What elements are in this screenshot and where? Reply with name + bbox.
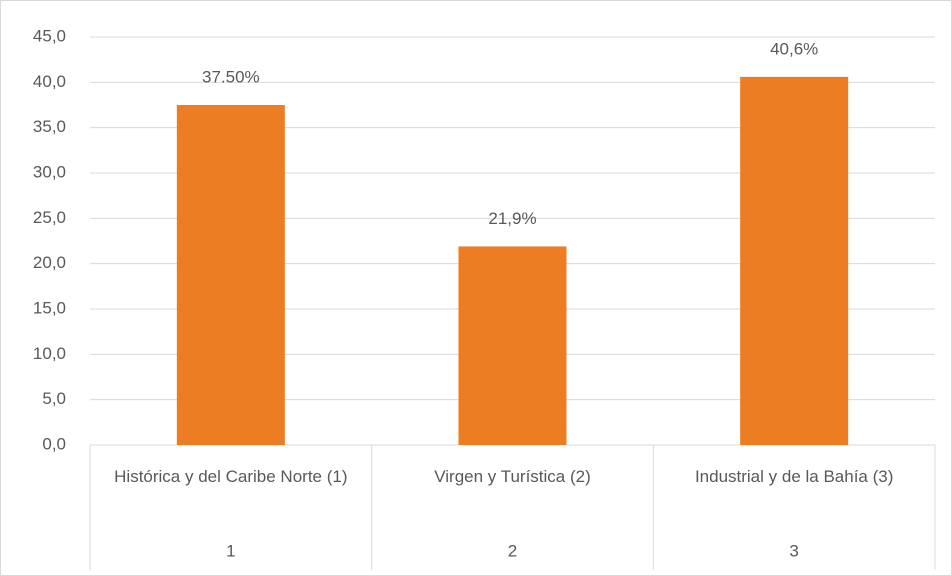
y-tick-label: 30,0 [33, 162, 66, 181]
y-tick-label: 15,0 [33, 298, 66, 317]
y-tick-label: 0,0 [42, 434, 66, 453]
y-tick-label: 25,0 [33, 208, 66, 227]
bar [176, 105, 285, 445]
bar [740, 76, 849, 445]
data-label: 21,9% [488, 209, 536, 228]
x-tick-label: Industrial y de la Bahía (3) [695, 467, 893, 486]
y-tick-label: 5,0 [42, 389, 66, 408]
bar [458, 246, 567, 445]
y-tick-label: 35,0 [33, 117, 66, 136]
label-line: Virgen y Turística (2) [434, 467, 591, 486]
y-tick-label: 45,0 [33, 26, 66, 45]
label-line: Industrial y de la Bahía (3) [695, 467, 893, 486]
y-tick-label: 40,0 [33, 72, 66, 91]
label-line: Histórica y del Caribe Norte (1) [114, 467, 347, 486]
y-tick-label: 10,0 [33, 344, 66, 363]
data-label: 37.50% [202, 67, 260, 86]
x-tick-label: Virgen y Turística (2) [434, 467, 591, 486]
category-group-label: 3 [789, 541, 798, 560]
data-label: 40,6% [770, 39, 818, 58]
x-tick-label: Histórica y del Caribe Norte (1) [114, 467, 347, 486]
category-group-label: 2 [508, 541, 517, 560]
y-tick-label: 20,0 [33, 253, 66, 272]
category-group-label: 1 [226, 541, 235, 560]
